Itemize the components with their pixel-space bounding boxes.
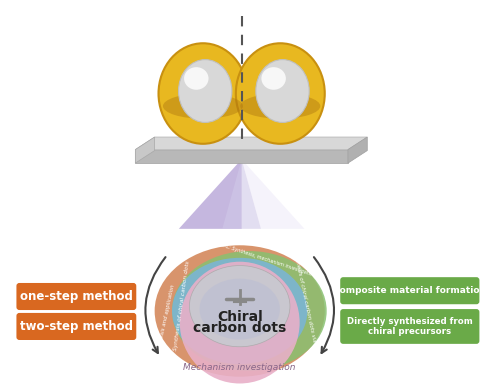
- Polygon shape: [136, 137, 368, 150]
- Ellipse shape: [154, 245, 325, 377]
- Text: Synthesis of chiral carbon dots: Synthesis of chiral carbon dots: [173, 261, 190, 352]
- Ellipse shape: [236, 43, 325, 144]
- Text: Synthesis and application: Synthesis and application: [156, 284, 176, 354]
- Polygon shape: [222, 159, 261, 229]
- FancyBboxPatch shape: [340, 277, 479, 304]
- Ellipse shape: [158, 43, 248, 144]
- Polygon shape: [136, 150, 348, 163]
- Polygon shape: [136, 137, 154, 163]
- Ellipse shape: [240, 93, 320, 118]
- Text: Synthesis of chiral carbon dots via CPL: Synthesis of chiral carbon dots via CPL: [292, 249, 319, 354]
- Polygon shape: [348, 137, 368, 163]
- Text: Composite material formation: Composite material formation: [334, 286, 486, 295]
- FancyBboxPatch shape: [16, 313, 136, 340]
- Ellipse shape: [172, 251, 326, 371]
- Text: Directly synthesized from
chiral precursors: Directly synthesized from chiral precurs…: [347, 317, 472, 336]
- Ellipse shape: [262, 67, 286, 90]
- Ellipse shape: [180, 70, 198, 87]
- FancyBboxPatch shape: [340, 309, 479, 344]
- Ellipse shape: [172, 258, 308, 364]
- Ellipse shape: [190, 265, 290, 347]
- Ellipse shape: [180, 262, 300, 384]
- Text: Chiral carbon dots with CPL: Synthesis, mechanism investigation and...: Chiral carbon dots with CPL: Synthesis, …: [164, 224, 330, 282]
- Text: two-step method: two-step method: [20, 320, 133, 333]
- Ellipse shape: [184, 67, 208, 90]
- Ellipse shape: [178, 59, 232, 122]
- Text: carbon dots: carbon dots: [193, 321, 286, 335]
- Ellipse shape: [256, 59, 309, 122]
- Text: Mechanism investigation: Mechanism investigation: [184, 362, 296, 371]
- Ellipse shape: [163, 93, 243, 118]
- Text: one-step method: one-step method: [20, 290, 133, 303]
- Text: Chiral: Chiral: [217, 310, 262, 324]
- Ellipse shape: [258, 70, 276, 87]
- Polygon shape: [179, 159, 242, 229]
- FancyBboxPatch shape: [16, 283, 136, 310]
- Ellipse shape: [200, 279, 280, 339]
- Polygon shape: [242, 159, 304, 229]
